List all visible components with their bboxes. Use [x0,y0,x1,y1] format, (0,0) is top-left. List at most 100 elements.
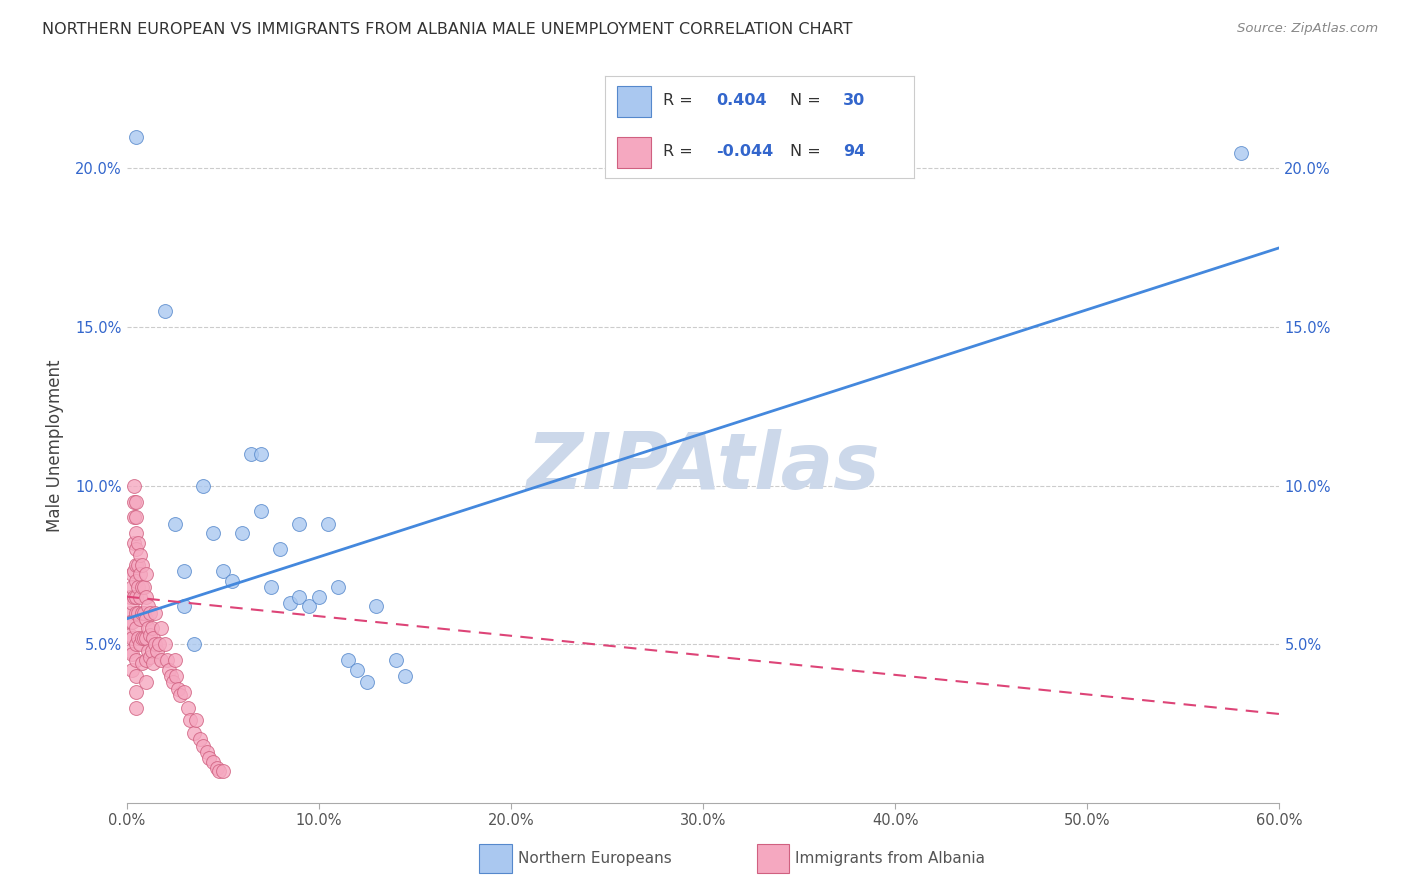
Point [129,637,152,651]
Point [120,615,142,629]
Text: 94: 94 [842,145,865,160]
Point [394,669,416,683]
Point [169,688,191,702]
Point [188,732,211,747]
Point [121,663,143,677]
Point [120,643,142,657]
Point [129,549,152,563]
Point [121,615,143,629]
Point [125,669,148,683]
Point [193,478,215,492]
Point [205,761,228,775]
Point [278,596,301,610]
Point [156,653,179,667]
Point [346,663,368,677]
Point [153,304,176,318]
Point [211,564,233,578]
Point [1230,145,1253,160]
Text: 0.404: 0.404 [716,93,766,108]
Point [122,535,145,549]
Point [125,526,148,541]
Point [120,590,142,604]
Point [122,510,145,524]
Text: ZIPAtlas: ZIPAtlas [526,429,880,506]
Point [135,567,157,582]
Point [153,637,176,651]
Bar [617,87,651,117]
Point [384,653,406,667]
Point [125,590,148,604]
Text: 30: 30 [842,93,865,108]
Point [127,580,149,594]
Bar [756,844,790,873]
Text: R =: R = [664,145,699,160]
Point [127,535,149,549]
Text: Source: ZipAtlas.com: Source: ZipAtlas.com [1237,22,1378,36]
Text: Northern Europeans: Northern Europeans [517,851,672,866]
Point [141,643,163,657]
Point [125,653,148,667]
Point [336,653,359,667]
Point [135,612,157,626]
Point [240,447,263,461]
Point [125,574,148,588]
Point [121,580,143,594]
Point [122,478,145,492]
Point [148,637,170,651]
Point [121,631,143,645]
Point [166,669,188,683]
Point [163,516,186,531]
Point [201,755,224,769]
Text: N =: N = [790,145,827,160]
Point [142,657,165,671]
Point [159,669,181,683]
Point [122,590,145,604]
Point [138,628,160,642]
Point [141,621,163,635]
Point [129,590,152,604]
Point [132,606,155,620]
Point [173,564,195,578]
Point [162,675,184,690]
Point [146,643,169,657]
Point [183,726,205,740]
Bar [479,844,512,873]
Point [193,739,215,753]
Point [129,612,152,626]
Point [288,590,311,604]
Point [298,599,321,614]
Point [211,764,233,778]
Point [179,714,201,728]
Point [231,526,253,541]
Point [120,628,142,642]
Point [177,700,200,714]
Point [259,580,281,594]
Point [145,637,166,651]
Bar [617,137,651,168]
Point [208,764,231,778]
Point [125,685,148,699]
Point [356,675,378,690]
Point [326,580,349,594]
Point [150,621,173,635]
Point [163,653,186,667]
Point [125,700,148,714]
Point [125,542,148,557]
Point [136,599,159,614]
Point [138,606,160,620]
Point [122,564,145,578]
Point [157,663,180,677]
Point [308,590,330,604]
Point [136,643,159,657]
Point [183,637,205,651]
Y-axis label: Male Unemployment: Male Unemployment [46,359,63,533]
Point [125,621,148,635]
Point [125,637,148,651]
Point [135,675,157,690]
Point [184,714,207,728]
Point [132,631,155,645]
Point [269,542,291,557]
Point [135,631,157,645]
Point [121,567,143,582]
Point [167,681,190,696]
